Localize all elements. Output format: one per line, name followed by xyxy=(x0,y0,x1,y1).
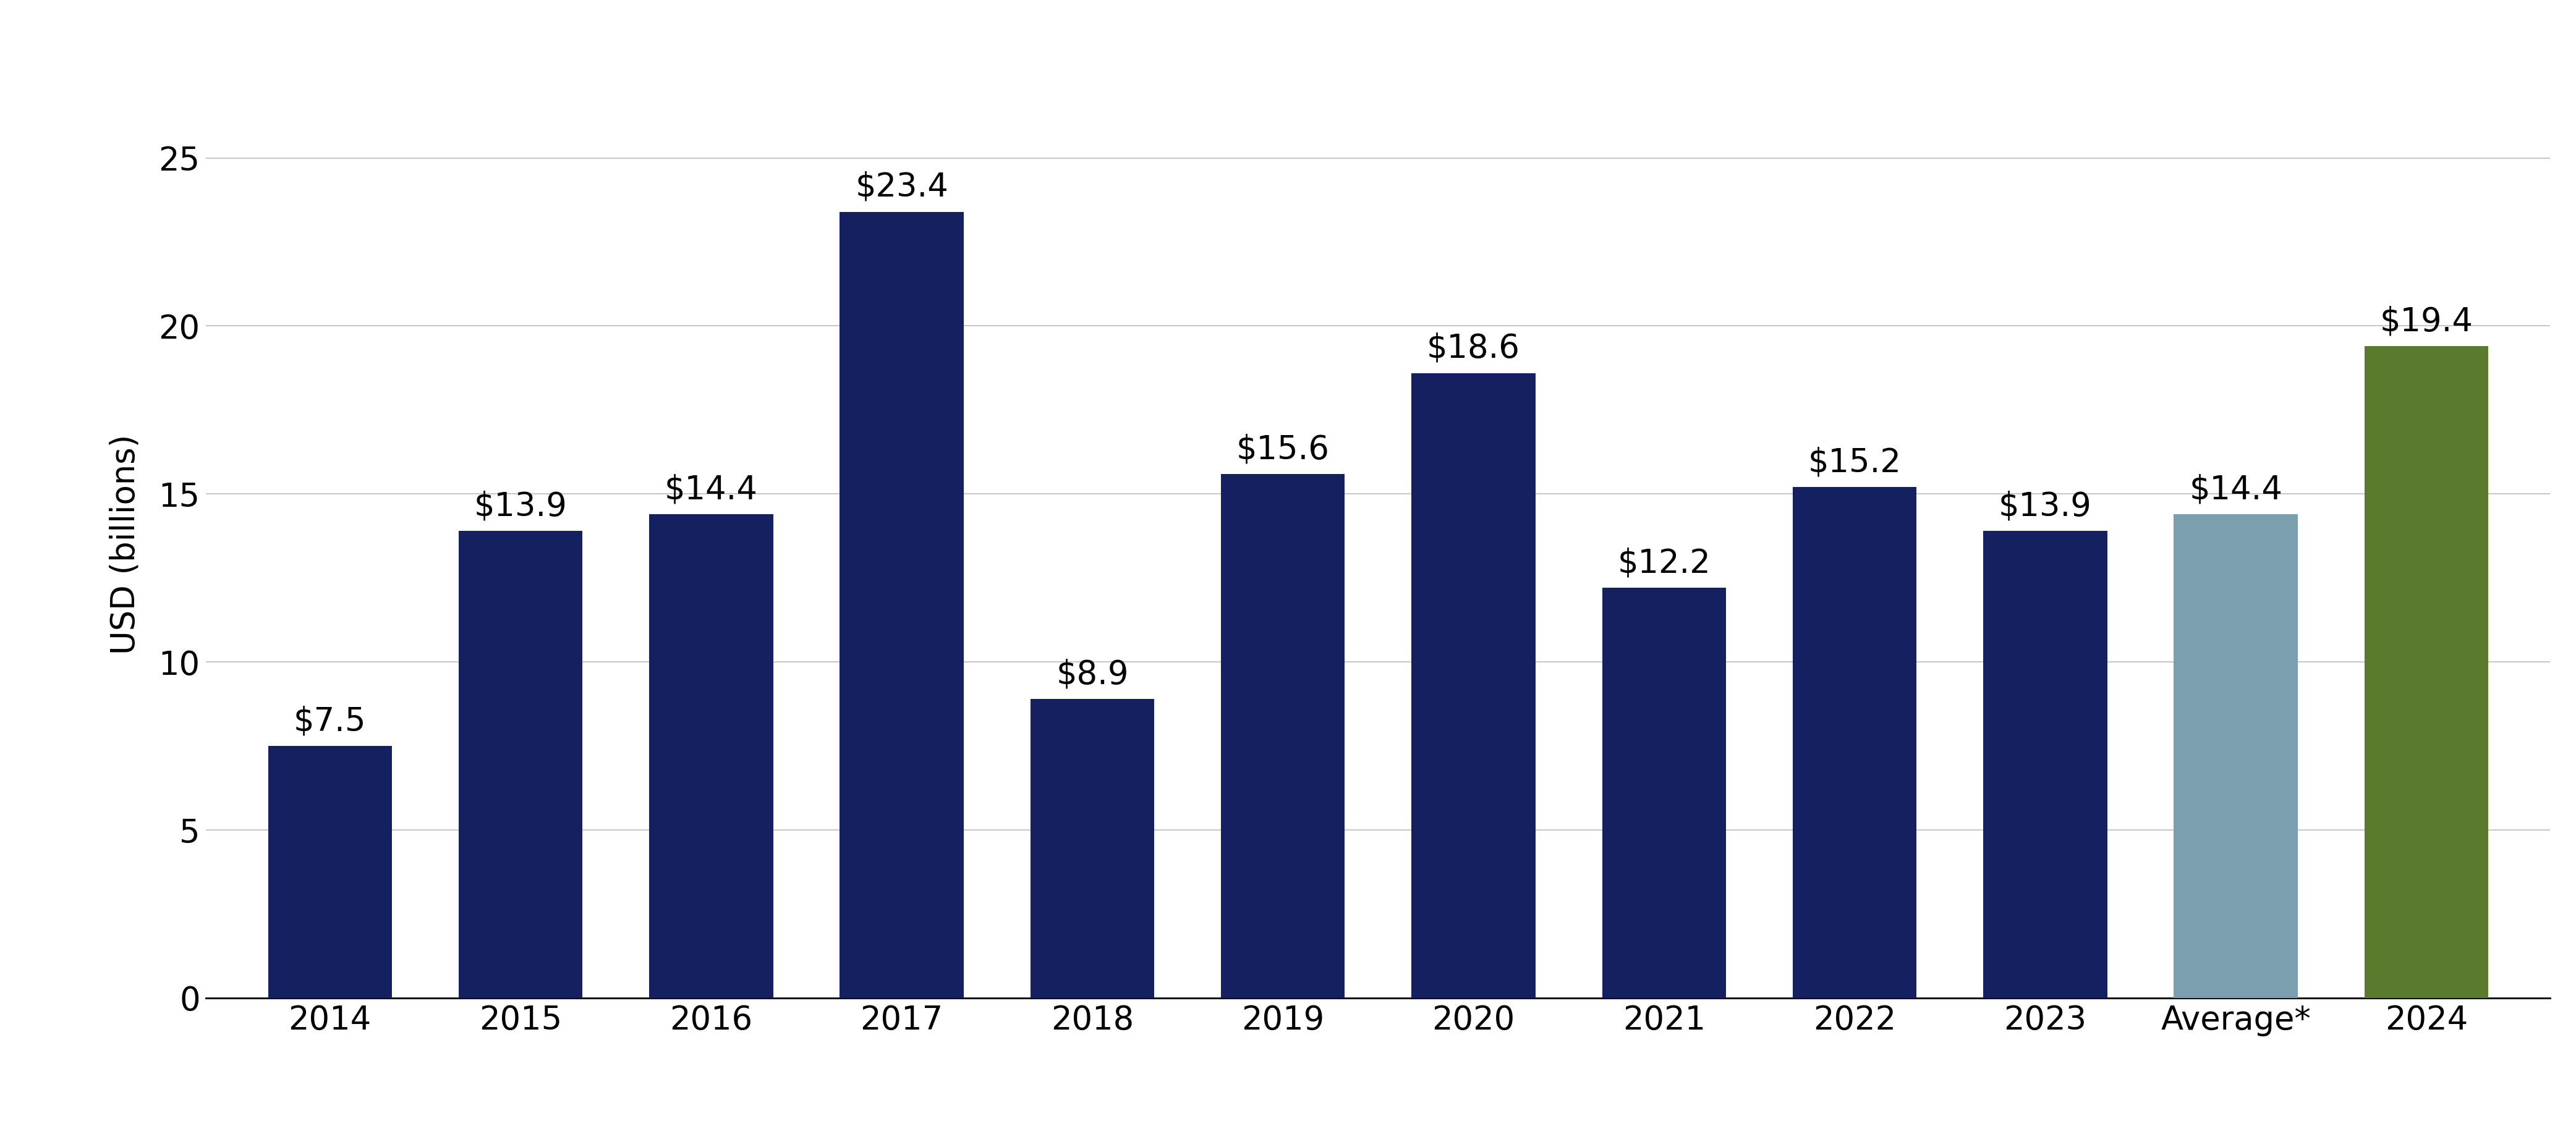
Text: $14.4: $14.4 xyxy=(2190,474,2282,506)
Bar xyxy=(1412,373,1535,998)
Bar xyxy=(1602,589,1726,998)
Text: $13.9: $13.9 xyxy=(474,490,567,523)
Text: $19.4: $19.4 xyxy=(2380,305,2473,338)
Text: $15.2: $15.2 xyxy=(1808,447,1901,479)
Text: $12.2: $12.2 xyxy=(1618,548,1710,579)
Bar xyxy=(649,514,773,998)
Text: $8.9: $8.9 xyxy=(1056,659,1128,691)
Bar xyxy=(2365,346,2488,998)
Bar xyxy=(1221,474,1345,998)
Bar xyxy=(1030,699,1154,998)
Bar xyxy=(1793,488,1917,998)
Bar xyxy=(2174,514,2298,998)
Text: $23.4: $23.4 xyxy=(855,171,948,203)
Bar xyxy=(1984,531,2107,998)
Bar xyxy=(840,212,963,998)
Text: $15.6: $15.6 xyxy=(1236,433,1329,465)
Bar xyxy=(459,531,582,998)
Text: $13.9: $13.9 xyxy=(1999,490,2092,523)
Bar xyxy=(268,746,392,998)
Text: $7.5: $7.5 xyxy=(294,705,366,737)
Text: $18.6: $18.6 xyxy=(1427,332,1520,364)
Text: $14.4: $14.4 xyxy=(665,474,757,506)
Y-axis label: USD (billions): USD (billions) xyxy=(108,434,142,654)
